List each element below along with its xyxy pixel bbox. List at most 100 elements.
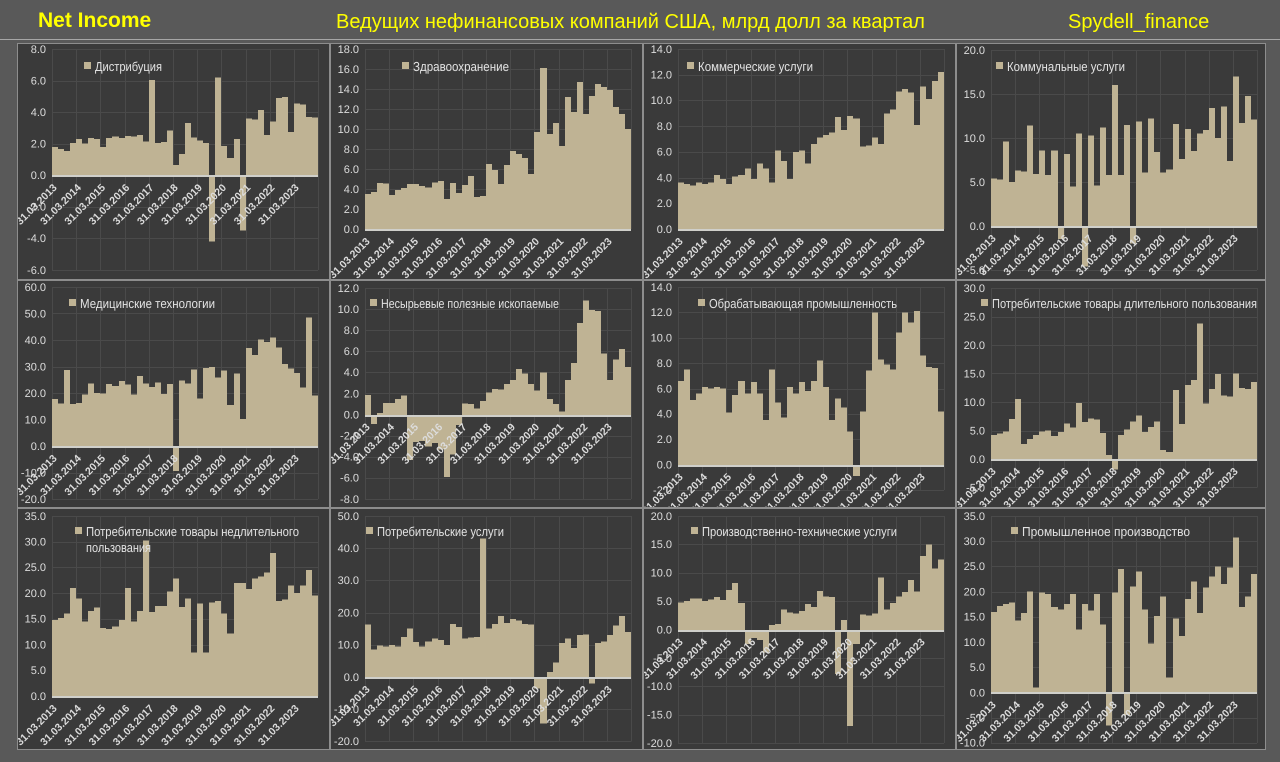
svg-text:4.0: 4.0 [344, 367, 359, 379]
svg-text:30.0: 30.0 [25, 361, 46, 373]
svg-text:-8.0: -8.0 [340, 494, 359, 506]
svg-text:10.0: 10.0 [25, 414, 46, 426]
svg-text:0.0: 0.0 [970, 687, 985, 699]
svg-text:35.0: 35.0 [964, 511, 985, 523]
svg-text:-20.0: -20.0 [647, 738, 672, 749]
svg-text:Потребительские услуги: Потребительские услуги [377, 524, 504, 539]
svg-text:-2.0: -2.0 [340, 431, 359, 443]
svg-text:20.0: 20.0 [25, 388, 46, 400]
svg-text:6.0: 6.0 [31, 75, 46, 87]
svg-text:15.0: 15.0 [964, 612, 985, 624]
svg-text:10.0: 10.0 [338, 304, 359, 316]
svg-text:0.0: 0.0 [344, 409, 359, 421]
svg-text:Производственно-технические ус: Производственно-технические услуги [702, 524, 897, 539]
svg-text:8.0: 8.0 [657, 358, 672, 370]
svg-text:8.0: 8.0 [657, 121, 672, 133]
svg-text:Здравоохранение: Здравоохранение [413, 59, 509, 74]
svg-text:5.0: 5.0 [970, 662, 985, 674]
svg-text:Коммерческие услуги: Коммерческие услуги [698, 59, 813, 74]
svg-text:0.0: 0.0 [344, 224, 359, 236]
svg-text:Потребительские товары длитель: Потребительские товары длительного польз… [992, 296, 1257, 311]
svg-text:20.0: 20.0 [964, 586, 985, 598]
svg-text:8.0: 8.0 [344, 325, 359, 337]
svg-text:-5.0: -5.0 [653, 653, 672, 665]
svg-text:Потребительские товары недлите: Потребительские товары недлительного [86, 524, 299, 539]
svg-text:30.0: 30.0 [25, 537, 46, 549]
svg-text:-20.0: -20.0 [21, 494, 46, 506]
svg-text:6.0: 6.0 [657, 383, 672, 395]
svg-text:25.0: 25.0 [25, 562, 46, 574]
svg-text:0.0: 0.0 [657, 224, 672, 236]
svg-text:10.0: 10.0 [964, 397, 985, 409]
svg-text:2.0: 2.0 [344, 204, 359, 216]
svg-text:20.0: 20.0 [25, 588, 46, 600]
svg-text:20.0: 20.0 [964, 45, 985, 57]
svg-text:60.0: 60.0 [25, 282, 46, 294]
svg-text:-5.0: -5.0 [966, 265, 985, 277]
svg-text:4.0: 4.0 [657, 409, 672, 421]
svg-text:18.0: 18.0 [338, 44, 359, 56]
svg-text:-10.0: -10.0 [21, 467, 46, 479]
svg-text:10.0: 10.0 [964, 637, 985, 649]
svg-text:20.0: 20.0 [338, 607, 359, 619]
svg-text:12.0: 12.0 [338, 283, 359, 295]
svg-text:Медицинские технологии: Медицинские технологии [80, 296, 215, 311]
svg-text:Коммунальные услуги: Коммунальные услуги [1007, 59, 1125, 74]
svg-text:0.0: 0.0 [31, 441, 46, 453]
svg-text:-6.0: -6.0 [27, 265, 46, 277]
svg-text:0.0: 0.0 [31, 691, 46, 703]
svg-text:0.0: 0.0 [970, 454, 985, 466]
svg-text:10.0: 10.0 [25, 639, 46, 651]
svg-text:5.0: 5.0 [31, 665, 46, 677]
svg-text:25.0: 25.0 [964, 311, 985, 323]
svg-text:0.0: 0.0 [344, 672, 359, 684]
svg-text:15.0: 15.0 [651, 539, 672, 551]
svg-text:2.0: 2.0 [31, 139, 46, 151]
svg-text:-20.0: -20.0 [334, 736, 359, 748]
svg-text:8.0: 8.0 [344, 144, 359, 156]
svg-text:12.0: 12.0 [651, 307, 672, 319]
svg-text:20.0: 20.0 [651, 511, 672, 523]
svg-text:15.0: 15.0 [964, 89, 985, 101]
svg-text:-4.0: -4.0 [340, 452, 359, 464]
svg-text:35.0: 35.0 [25, 511, 46, 523]
svg-text:-4.0: -4.0 [27, 233, 46, 245]
svg-text:0.0: 0.0 [970, 221, 985, 233]
svg-text:-2.0: -2.0 [653, 485, 672, 497]
svg-text:10.0: 10.0 [338, 640, 359, 652]
svg-text:Дистрибуция: Дистрибуция [95, 59, 162, 74]
svg-text:-5.0: -5.0 [966, 482, 985, 494]
svg-text:0.0: 0.0 [657, 624, 672, 636]
svg-text:40.0: 40.0 [338, 543, 359, 555]
svg-text:-6.0: -6.0 [340, 473, 359, 485]
svg-text:-2.0: -2.0 [27, 202, 46, 214]
svg-text:-5.0: -5.0 [966, 712, 985, 724]
svg-text:14.0: 14.0 [338, 84, 359, 96]
svg-text:8.0: 8.0 [31, 44, 46, 56]
svg-text:40.0: 40.0 [25, 335, 46, 347]
svg-text:-10.0: -10.0 [960, 738, 985, 749]
svg-text:10.0: 10.0 [651, 95, 672, 107]
svg-text:10.0: 10.0 [651, 568, 672, 580]
svg-text:30.0: 30.0 [964, 283, 985, 295]
svg-text:5.0: 5.0 [970, 177, 985, 189]
svg-text:2.0: 2.0 [657, 434, 672, 446]
svg-text:4.0: 4.0 [344, 184, 359, 196]
svg-text:16.0: 16.0 [338, 64, 359, 76]
svg-text:14.0: 14.0 [651, 44, 672, 56]
svg-text:Промышленное производство: Промышленное производство [1022, 524, 1190, 539]
svg-text:25.0: 25.0 [964, 561, 985, 573]
svg-text:30.0: 30.0 [964, 536, 985, 548]
svg-text:4.0: 4.0 [657, 172, 672, 184]
svg-text:5.0: 5.0 [970, 425, 985, 437]
svg-text:12.0: 12.0 [651, 70, 672, 82]
svg-text:0.0: 0.0 [31, 170, 46, 182]
svg-text:0.0: 0.0 [657, 459, 672, 471]
svg-text:6.0: 6.0 [344, 346, 359, 358]
svg-text:12.0: 12.0 [338, 104, 359, 116]
svg-text:пользования: пользования [86, 540, 151, 555]
svg-text:15.0: 15.0 [25, 614, 46, 626]
svg-text:-10.0: -10.0 [647, 681, 672, 693]
svg-text:10.0: 10.0 [651, 333, 672, 345]
svg-text:6.0: 6.0 [344, 164, 359, 176]
